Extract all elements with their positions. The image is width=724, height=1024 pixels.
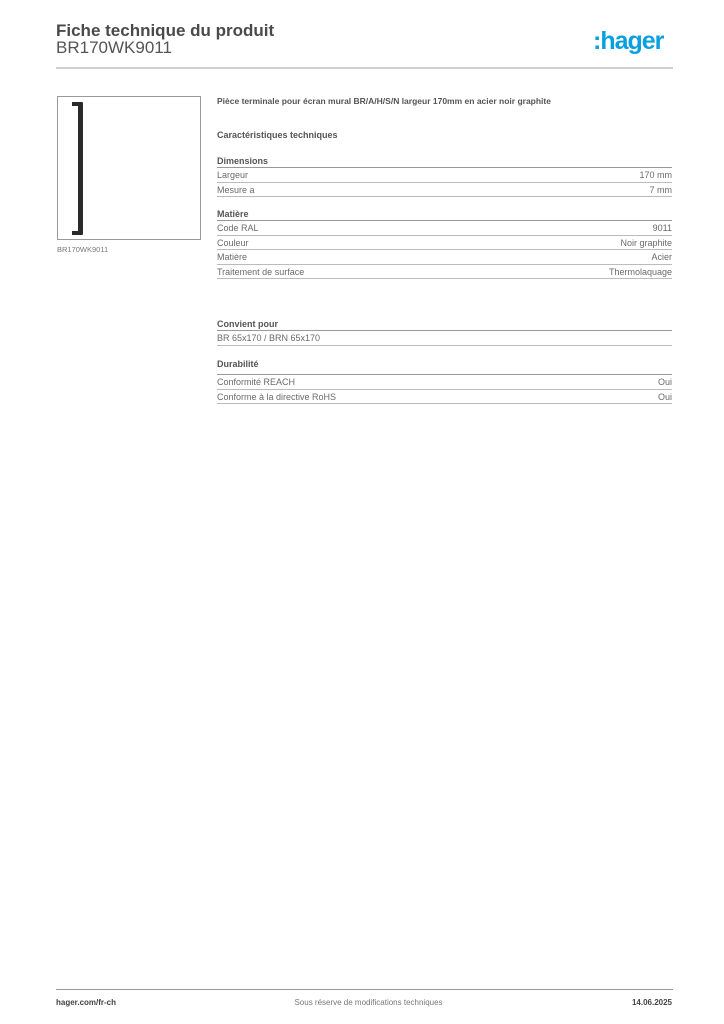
spec-value: Oui	[657, 377, 672, 387]
section-title: Matière	[217, 207, 672, 221]
section-title: Durabilité	[217, 357, 672, 375]
section-convient-pour: Convient pour BR 65x170 / BRN 65x170	[217, 317, 672, 346]
spec-row: Conformité REACH Oui	[217, 375, 672, 390]
product-image	[57, 96, 201, 240]
spec-label: Conforme à la directive RoHS	[217, 391, 337, 402]
spec-value: 7 mm	[649, 184, 673, 195]
spec-value: Acier	[651, 252, 672, 262]
end-piece-illustration	[72, 102, 83, 235]
spec-row: Code RAL 9011	[217, 221, 672, 236]
hager-logo: :hager	[593, 27, 664, 55]
product-description: Pièce terminale pour écran mural BR/A/H/…	[217, 96, 551, 106]
spec-label: Couleur	[217, 237, 249, 248]
spec-value: 9011	[652, 223, 672, 233]
spec-value: Oui	[657, 391, 672, 402]
spec-row: Conforme à la directive RoHS Oui	[217, 390, 672, 404]
footer-website[interactable]: hager.com/fr-ch	[56, 998, 117, 1007]
footer-date: 14.06.2025	[631, 998, 672, 1007]
page-title: Fiche technique du produit	[56, 21, 275, 40]
section-title: Dimensions	[217, 154, 672, 168]
spec-row: Traitement de surface Thermolaquage	[217, 265, 672, 279]
spec-row: BR 65x170 / BRN 65x170	[217, 331, 672, 346]
footer-disclaimer: Sous réserve de modifications techniques	[294, 998, 443, 1007]
footer-divider	[56, 989, 673, 990]
spec-row: Largeur 170 mm	[217, 168, 672, 183]
spec-label: Largeur	[217, 170, 249, 180]
section-title: Convient pour	[217, 317, 672, 331]
spec-label: Matière	[217, 252, 248, 262]
spec-row: Mesure a 7 mm	[217, 183, 673, 197]
spec-label: Code RAL	[217, 223, 259, 233]
spec-label: Traitement de surface	[217, 266, 305, 277]
spec-value: Noir graphite	[620, 237, 672, 248]
spec-label: Mesure a	[217, 184, 255, 195]
tech-heading: Caractéristiques techniques	[217, 130, 338, 140]
header-divider	[56, 67, 673, 69]
section-dimensions: Dimensions Largeur 170 mm Mesure a 7 mm	[217, 154, 672, 197]
spec-row: Matière Acier	[217, 250, 672, 265]
image-caption: BR170WK9011	[57, 245, 109, 254]
section-durabilite: Durabilité Conformité REACH Oui Conforme …	[217, 357, 672, 404]
spec-label: BR 65x170 / BRN 65x170	[217, 333, 321, 343]
section-matiere: Matière Code RAL 9011 Couleur Noir graphit…	[217, 207, 672, 279]
spec-value: Thermolaquage	[608, 266, 672, 277]
spec-row: Couleur Noir graphite	[217, 236, 672, 250]
spec-value: 170 mm	[639, 170, 672, 180]
spec-label: Conformité REACH	[217, 377, 296, 387]
product-code: BR170WK9011	[56, 38, 172, 57]
